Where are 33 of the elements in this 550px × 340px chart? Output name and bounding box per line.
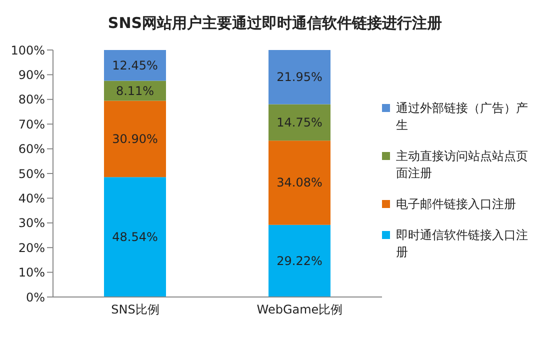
y-tick-label: 40% <box>18 191 45 206</box>
legend-label: 通过外部链接（广告）产生 <box>396 100 529 134</box>
data-label: 8.11% <box>116 84 154 98</box>
bar <box>104 50 166 81</box>
data-label: 21.95% <box>276 70 322 84</box>
y-tick-label: 20% <box>18 240 45 255</box>
x-tick-label: SNS比例 <box>111 302 160 317</box>
y-tick-label: 100% <box>10 43 45 58</box>
bar <box>268 104 330 141</box>
chart-title: SNS网站用户主要通过即时通信软件链接进行注册 <box>106 13 444 34</box>
x-tick-label: WebGame比例 <box>256 302 343 317</box>
y-tick-label: 0% <box>26 290 45 304</box>
bar <box>104 177 166 297</box>
y-tick-label: 60% <box>18 142 45 156</box>
y-tick-label: 50% <box>18 166 45 181</box>
legend-label: 即时通信软件链接入口注册 <box>396 226 529 260</box>
y-tick-label: 10% <box>18 266 45 280</box>
data-label: 30.90% <box>112 132 158 146</box>
legend-label: 主动直接访问站点站点页面注册 <box>396 148 529 182</box>
bar <box>268 140 330 225</box>
data-label: 14.75% <box>276 115 322 130</box>
y-tick-label: 90% <box>18 68 45 82</box>
data-label: 34.08% <box>276 176 322 190</box>
legend-label: 电子邮件链接入口注册 <box>396 196 516 212</box>
y-tick-label: 30% <box>18 216 45 230</box>
bar <box>268 50 330 104</box>
y-tick-label: 70% <box>18 117 45 132</box>
data-label: 29.22% <box>276 254 322 268</box>
y-tick-label: 80% <box>18 92 45 107</box>
data-label: 12.45% <box>112 58 158 72</box>
bar <box>104 100 166 178</box>
data-label: 48.54% <box>112 230 158 244</box>
bar <box>268 224 330 297</box>
